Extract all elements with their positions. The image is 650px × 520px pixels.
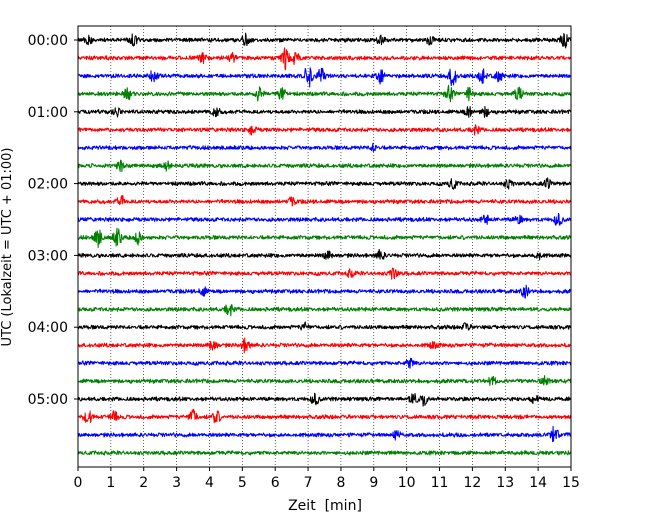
trace-0115 (77, 124, 572, 136)
plot-frame (77, 25, 572, 468)
trace-0445 (77, 375, 572, 386)
trace-0415 (77, 337, 572, 354)
trace-0015 (77, 47, 572, 71)
x-tick-label: 1 (106, 475, 115, 491)
trace-0500 (77, 392, 572, 407)
x-tick-label: 9 (369, 475, 378, 491)
x-tick-label: 12 (463, 475, 481, 491)
trace-0530 (77, 425, 572, 443)
x-tick-label: 3 (172, 475, 181, 491)
trace-0100 (77, 105, 572, 118)
trace-0200 (77, 177, 572, 190)
y-tick-label: 02:00 (28, 177, 68, 193)
x-tick-label: 15 (562, 475, 580, 491)
x-axis-ticks: 0 1 2 3 4 5 6 7 8 9 10 11 12 13 14 15 (74, 467, 580, 491)
trace-0145 (77, 159, 572, 173)
trace-0430 (77, 357, 572, 369)
x-tick-label: 13 (496, 475, 514, 491)
x-tick-label: 4 (205, 475, 214, 491)
trace-0545 (77, 450, 572, 456)
trace-0230 (77, 212, 572, 226)
trace-0045 (77, 84, 572, 103)
trace-0215 (77, 194, 572, 207)
y-tick-label: 03:00 (28, 248, 68, 264)
trace-0315 (77, 267, 572, 280)
trace-0130 (77, 142, 572, 153)
seismic-traces (77, 32, 572, 456)
trace-0515 (77, 408, 572, 424)
x-tick-label: 14 (529, 475, 547, 491)
trace-0330 (77, 284, 572, 299)
trace-0030 (77, 67, 572, 88)
trace-0000 (77, 32, 572, 49)
x-tick-label: 0 (74, 475, 83, 491)
y-tick-label: 04:00 (28, 320, 68, 336)
y-tick-label: 05:00 (28, 392, 68, 408)
trace-0245 (77, 227, 572, 249)
trace-0345 (77, 303, 572, 317)
x-tick-label: 5 (238, 475, 247, 491)
y-tick-label: 00:00 (28, 33, 68, 49)
y-axis-label: UTC (Lokalzeit = UTC + 01:00) (0, 148, 15, 347)
y-axis-ticks: 00:00 01:00 02:00 03:00 04:00 05:00 (28, 33, 78, 408)
trace-0300 (77, 248, 572, 261)
x-tick-label: 6 (271, 475, 280, 491)
x-tick-label: 7 (304, 475, 313, 491)
x-tick-label: 11 (431, 475, 449, 491)
x-tick-label: 2 (139, 475, 148, 491)
y-tick-label: 01:00 (28, 105, 68, 121)
x-axis-label: Zeit [min] (288, 498, 362, 514)
trace-0400 (77, 321, 572, 331)
x-tick-label: 8 (336, 475, 345, 491)
x-tick-label: 10 (398, 475, 416, 491)
